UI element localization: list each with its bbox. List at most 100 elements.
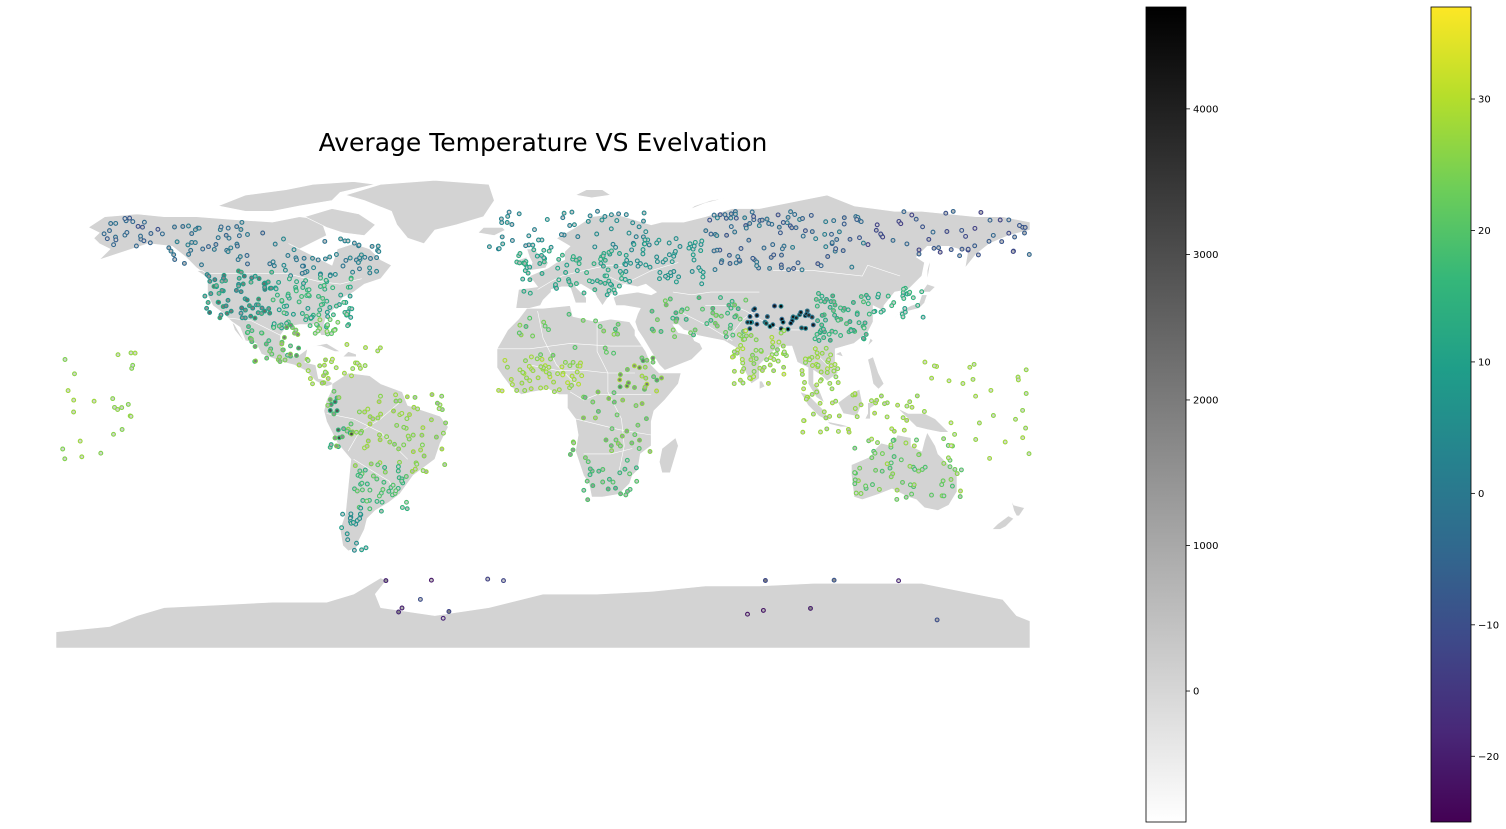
land-novaya-zemlya [683, 197, 728, 215]
station-point [159, 231, 165, 237]
station-point [604, 292, 610, 298]
station-point [779, 252, 784, 258]
station-point [657, 276, 662, 282]
station-point [952, 431, 958, 437]
station-point [1022, 225, 1028, 230]
station-point [140, 224, 145, 230]
station-point [766, 221, 772, 226]
station-point [836, 413, 842, 419]
station-point [624, 367, 630, 372]
station-point [825, 254, 831, 259]
station-point [602, 280, 608, 286]
station-point [439, 446, 445, 452]
station-point [305, 305, 311, 311]
station-points [60, 208, 1032, 623]
station-point [344, 311, 350, 317]
station-point [345, 537, 351, 543]
station-point [295, 332, 301, 337]
station-point [726, 252, 732, 258]
station-point [348, 314, 354, 320]
station-point [551, 379, 557, 385]
station-point [322, 256, 328, 262]
station-point [676, 274, 682, 280]
station-point [296, 362, 302, 368]
station-point [623, 212, 629, 218]
station-point [831, 308, 836, 314]
station-point [236, 233, 242, 239]
temperature-colorbar-tick-label: −10 [1478, 620, 1499, 631]
station-point [581, 487, 587, 493]
station-point [308, 315, 314, 321]
station-point [560, 215, 566, 221]
station-point [772, 303, 777, 309]
station-point [629, 440, 635, 446]
station-point [433, 434, 439, 440]
station-point [340, 511, 346, 517]
station-point [603, 349, 609, 355]
station-point [192, 227, 198, 233]
station-point [952, 466, 958, 472]
station-point [822, 299, 828, 305]
station-point [579, 373, 585, 379]
station-point [296, 299, 302, 305]
station-point [499, 234, 505, 240]
station-point [946, 378, 952, 384]
station-point [770, 344, 776, 350]
station-point [775, 358, 781, 364]
station-point [303, 317, 309, 323]
station-point [375, 415, 381, 421]
station-point [544, 217, 550, 222]
station-point [791, 266, 797, 271]
station-point [606, 396, 612, 401]
station-point [826, 331, 832, 337]
station-point [354, 360, 360, 366]
station-point [282, 267, 288, 273]
station-point [618, 491, 624, 497]
chart-title: Average Temperature VS Evelvation [319, 128, 768, 157]
station-point [762, 578, 768, 583]
station-point [597, 324, 603, 329]
station-point [683, 316, 689, 322]
station-point [272, 241, 278, 247]
station-point [505, 213, 511, 219]
station-point [728, 215, 734, 221]
station-point [434, 400, 440, 406]
station-point [750, 352, 755, 358]
station-point [358, 252, 364, 258]
station-point [374, 476, 380, 482]
station-point [732, 229, 738, 235]
station-point [573, 257, 579, 263]
station-point [318, 302, 324, 308]
station-point [617, 470, 623, 476]
station-point [718, 260, 724, 266]
station-point [646, 242, 652, 248]
station-point [802, 228, 808, 234]
station-point [978, 209, 984, 215]
elevation-colorbar-tick-label: 2000 [1193, 395, 1218, 406]
station-point [523, 324, 529, 329]
station-point [393, 398, 399, 404]
station-point [649, 326, 655, 332]
station-point [514, 388, 520, 393]
station-point [602, 257, 608, 263]
station-point [736, 257, 742, 263]
station-point [404, 506, 410, 512]
station-point [1023, 425, 1029, 431]
station-point [387, 439, 393, 445]
station-point [268, 285, 274, 291]
station-point [622, 466, 628, 472]
station-point [729, 298, 735, 304]
station-point [419, 442, 425, 448]
station-point [724, 232, 730, 238]
station-point [332, 435, 338, 441]
station-point [376, 493, 382, 499]
station-point [919, 289, 925, 295]
station-point [929, 375, 935, 381]
station-point [748, 357, 754, 363]
station-point [284, 324, 290, 330]
station-point [345, 238, 351, 244]
station-point [904, 241, 910, 247]
station-point [359, 487, 365, 493]
station-point [617, 384, 623, 390]
